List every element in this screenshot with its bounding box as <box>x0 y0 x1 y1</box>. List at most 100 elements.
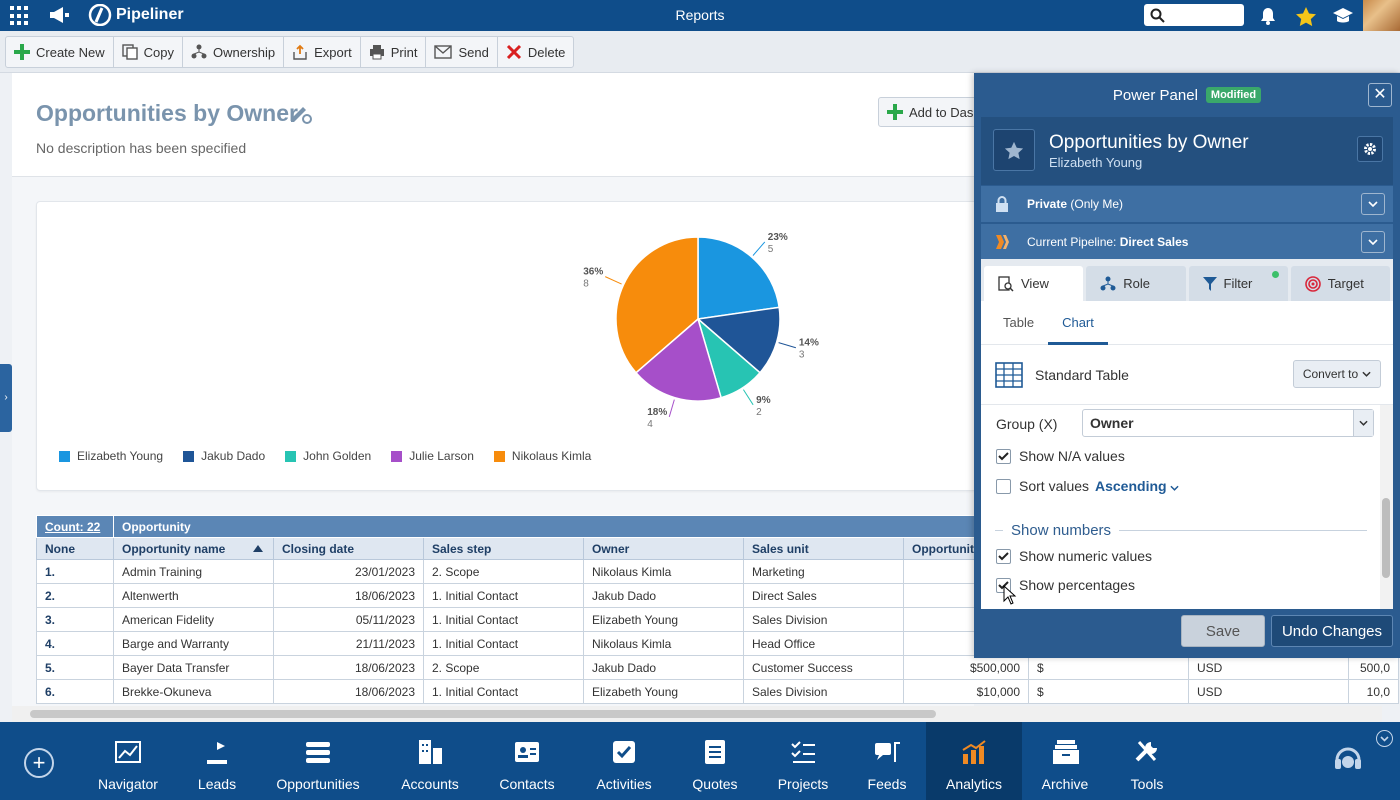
show-na-checkbox[interactable] <box>996 449 1011 464</box>
legend-label: Elizabeth Young <box>77 449 164 463</box>
convert-to-dropdown[interactable]: Convert to <box>1293 360 1381 388</box>
column-header[interactable]: Sales step <box>423 537 584 560</box>
save-button[interactable]: Save <box>1181 615 1265 647</box>
nav-item-feeds[interactable]: Feeds <box>856 722 918 800</box>
close-panel-button[interactable]: ✕ <box>1368 83 1392 107</box>
column-header[interactable]: None <box>36 537 114 560</box>
tab-view[interactable]: View <box>984 266 1084 301</box>
notifications-bell-icon[interactable] <box>1258 6 1278 26</box>
subtab-table[interactable]: Table <box>1003 315 1035 330</box>
sort-values-checkbox[interactable] <box>996 479 1011 494</box>
checkmark-icon <box>998 452 1009 461</box>
support-headset-icon[interactable] <box>1333 744 1363 776</box>
table-cell: USD <box>1188 679 1349 704</box>
table-row[interactable]: 5. Bayer Data Transfer 18/06/2023 2. Scope J… <box>36 655 1399 680</box>
tab-filter[interactable]: Filter <box>1188 266 1288 301</box>
chart-legend: Elizabeth Young Jakub Dado John Golden Juli… <box>59 449 591 463</box>
favorites-star-icon[interactable] <box>1295 6 1317 26</box>
edit-settings-icon[interactable] <box>288 100 314 126</box>
sort-ascending-icon[interactable] <box>253 545 263 553</box>
tab-role[interactable]: Role <box>1086 266 1186 301</box>
nav-item-activities[interactable]: Activities <box>588 722 660 800</box>
create-new-button[interactable]: Create New <box>6 37 114 67</box>
pipeline-expand-button[interactable] <box>1361 231 1385 253</box>
subtab-chart[interactable]: Chart <box>1048 301 1108 345</box>
tab-view-label: View <box>1021 276 1049 291</box>
divider <box>1119 530 1367 531</box>
nav-item-projects[interactable]: Projects <box>766 722 840 800</box>
app-logo[interactable]: Pipeliner <box>88 4 184 26</box>
ownership-icon <box>191 44 207 59</box>
legend-item[interactable]: Julie Larson <box>391 449 474 463</box>
pie-slice[interactable] <box>696 306 781 374</box>
user-avatar[interactable] <box>1363 0 1400 31</box>
column-header[interactable]: Opportunity name <box>113 537 274 560</box>
options-scrollbar[interactable] <box>1380 405 1393 609</box>
count-header[interactable]: Count: 22 <box>36 515 114 538</box>
quick-add-button[interactable]: + <box>24 748 54 778</box>
chevron-down-icon <box>1362 371 1371 377</box>
side-expand-handle[interactable]: › <box>0 364 12 432</box>
pie-slice[interactable] <box>615 236 699 374</box>
academy-cap-icon[interactable] <box>1332 6 1354 26</box>
pie-slice[interactable] <box>634 317 723 402</box>
group-x-dropdown-toggle[interactable] <box>1353 410 1373 436</box>
ownership-label: Ownership <box>213 44 276 60</box>
nav-item-quotes[interactable]: Quotes <box>682 722 748 800</box>
bottom-navigation: + Navigator Leads Opportunities Accounts Con… <box>0 722 1400 800</box>
column-header[interactable]: Closing date <box>273 537 424 560</box>
plus-icon <box>14 44 30 60</box>
copy-label: Copy <box>143 44 174 60</box>
nav-item-opportunities[interactable]: Opportunities <box>270 722 366 800</box>
nav-item-contacts[interactable]: Contacts <box>490 722 564 800</box>
slice-percent-label: 9% <box>756 395 771 406</box>
search-input[interactable] <box>1144 4 1244 26</box>
horizontal-scrollbar[interactable] <box>12 706 1382 722</box>
favorite-star-button[interactable] <box>993 129 1035 171</box>
pie-slice[interactable] <box>697 236 781 320</box>
legend-item[interactable]: Jakub Dado <box>183 449 265 463</box>
undo-changes-button[interactable]: Undo Changes <box>1271 615 1393 647</box>
nav-icon-wrap <box>873 736 901 768</box>
send-button[interactable]: Send <box>426 37 498 67</box>
options-scroll-thumb[interactable] <box>1382 498 1390 578</box>
apps-grid-icon[interactable] <box>10 6 30 26</box>
nav-item-analytics[interactable]: Analytics <box>926 722 1022 800</box>
sort-order-dropdown[interactable]: Ascending <box>1095 478 1180 494</box>
report-description: No description has been specified <box>36 140 247 156</box>
legend-item[interactable]: John Golden <box>285 449 371 463</box>
print-button[interactable]: Print <box>361 37 427 67</box>
column-header[interactable]: Owner <box>583 537 744 560</box>
privacy-row[interactable]: Private (Only Me) <box>981 185 1393 222</box>
table-row[interactable]: 6. Brekke-Okuneva 18/06/2023 1. Initial Con… <box>36 679 1399 704</box>
nav-item-archive[interactable]: Archive <box>1034 722 1096 800</box>
copy-button[interactable]: Copy <box>114 37 183 67</box>
show-numeric-checkbox[interactable] <box>996 549 1011 564</box>
pipeline-row[interactable]: Current Pipeline: Direct Sales <box>981 223 1393 260</box>
tab-target-label: Target <box>1327 276 1364 291</box>
ownership-button[interactable]: Ownership <box>183 37 285 67</box>
legend-item[interactable]: Elizabeth Young <box>59 449 163 463</box>
legend-item[interactable]: Nikolaus Kimla <box>493 449 591 463</box>
table-cell: $ <box>1028 655 1189 680</box>
collapse-nav-button[interactable] <box>1376 730 1393 747</box>
nav-item-leads[interactable]: Leads <box>190 722 244 800</box>
panel-settings-button[interactable] <box>1357 136 1383 162</box>
nav-item-accounts[interactable]: Accounts <box>390 722 470 800</box>
filter-funnel-icon <box>1202 276 1217 291</box>
plus-icon <box>887 104 903 120</box>
tab-target[interactable]: Target <box>1290 266 1390 301</box>
export-button[interactable]: Export <box>284 37 361 67</box>
mouse-cursor-icon <box>1003 585 1017 605</box>
privacy-expand-button[interactable] <box>1361 193 1385 215</box>
nav-label: Analytics <box>945 776 1003 792</box>
feeds-icon <box>875 742 900 762</box>
column-header[interactable]: Sales unit <box>743 537 904 560</box>
table-cell: 1. Initial Contact <box>423 583 584 608</box>
group-x-dropdown[interactable]: Owner <box>1082 409 1374 437</box>
delete-button[interactable]: Delete <box>498 37 574 67</box>
nav-item-navigator[interactable]: Navigator <box>98 722 158 800</box>
nav-item-tools[interactable]: Tools <box>1114 722 1180 800</box>
megaphone-icon[interactable] <box>48 6 70 24</box>
scroll-thumb[interactable] <box>30 710 936 718</box>
